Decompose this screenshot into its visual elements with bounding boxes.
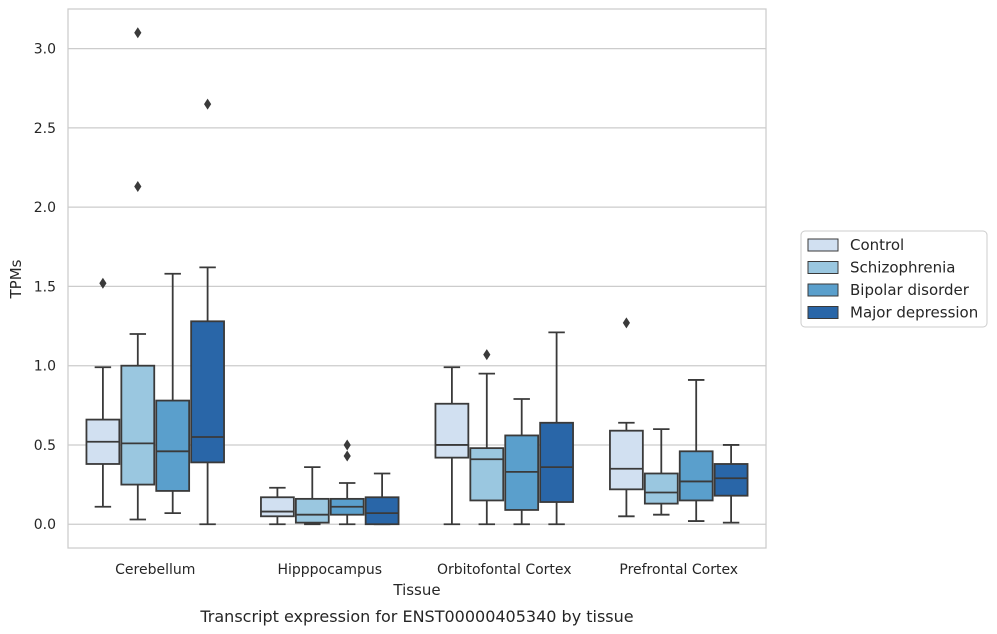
box-schizophrenia [643, 428, 679, 516]
box-bipolar-disorder [504, 398, 540, 526]
outlier-point [622, 317, 630, 329]
box-iqr [643, 472, 679, 505]
y-tick-label: 2.0 [34, 200, 56, 216]
box-control [434, 366, 470, 526]
legend-swatch [807, 283, 839, 297]
legend-label: Major depression [850, 304, 978, 322]
box-plot-marks [85, 27, 749, 526]
box-schizophrenia [469, 349, 505, 526]
y-tick-label: 1.5 [34, 279, 56, 295]
box-bipolar-disorder [155, 272, 191, 515]
box-iqr [713, 463, 749, 497]
x-tick-label: Prefrontal Cortex [619, 562, 738, 578]
box-iqr [120, 364, 156, 486]
x-tick-label: Hipppocampus [277, 562, 382, 578]
legend-swatch [807, 238, 839, 252]
box-major-depression [190, 98, 225, 526]
box-schizophrenia [294, 466, 330, 526]
box-control [609, 317, 644, 518]
legend: Control Schizophrenia Bipolar disorder Majo… [800, 230, 988, 328]
y-tick-label: 0.0 [34, 517, 56, 533]
box-iqr [539, 421, 574, 503]
legend-swatch [807, 261, 839, 274]
legend-label: Schizophrenia [850, 259, 955, 277]
box-iqr [190, 320, 225, 464]
outlier-point [134, 181, 142, 193]
box-bipolar-disorder [678, 379, 714, 522]
y-tick-label: 2.5 [34, 121, 56, 137]
y-tick-label: 3.0 [34, 42, 56, 58]
outlier-point [343, 439, 351, 451]
box-iqr [294, 497, 330, 524]
x-tick-label: Orbitofontal Cortex [437, 562, 572, 578]
box-control [260, 486, 295, 526]
box-major-depression [364, 472, 400, 526]
box-major-depression [713, 444, 749, 524]
box-major-depression [539, 331, 574, 526]
y-axis-ticks: 0.0 0.5 1.0 1.5 2.0 2.5 3.0 [34, 42, 56, 534]
outlier-point [134, 27, 142, 39]
box-bipolar-disorder [329, 439, 365, 526]
box-iqr [434, 402, 470, 459]
box-iqr [678, 450, 714, 502]
outlier-point [204, 98, 212, 110]
box-iqr [260, 496, 295, 518]
x-axis-ticks: Cerebellum Hipppocampus Orbitofontal Corte… [115, 562, 738, 578]
outlier-point [483, 349, 491, 361]
plot-frame [67, 8, 767, 549]
legend-label: Control [850, 236, 904, 254]
box-schizophrenia [120, 27, 156, 521]
box-iqr [609, 429, 644, 491]
x-tick-label: Cerebellum [115, 562, 195, 578]
box-iqr [469, 447, 505, 502]
x-axis-label: Tissue [392, 581, 440, 599]
box-control [85, 277, 121, 508]
y-tick-label: 0.5 [34, 438, 56, 454]
legend-frame [800, 230, 988, 328]
legend-label: Bipolar disorder [850, 281, 970, 299]
y-tick-label: 1.0 [34, 359, 56, 375]
box-iqr [364, 496, 400, 526]
outlier-point [99, 277, 107, 289]
box-iqr [155, 399, 191, 492]
legend-swatch [807, 306, 839, 319]
figure-caption: Transcript expression for ENST0000040534… [199, 607, 633, 626]
y-axis-label: TPMs [7, 259, 25, 299]
outlier-point [343, 450, 351, 462]
